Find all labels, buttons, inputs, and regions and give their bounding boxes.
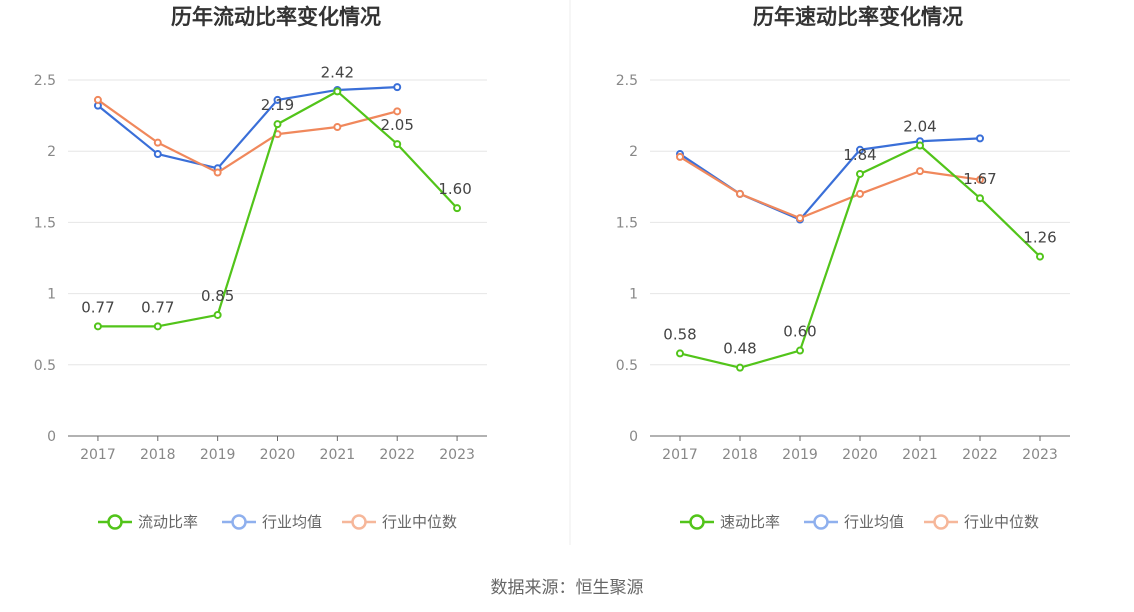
x-tick-label: 2023 xyxy=(1022,447,1058,463)
data-point xyxy=(273,95,282,104)
data-point xyxy=(393,107,402,116)
x-tick-label: 2023 xyxy=(439,447,475,463)
x-tick-label: 2018 xyxy=(140,447,176,463)
data-point xyxy=(796,214,804,223)
y-tick-label: 2.5 xyxy=(34,73,56,89)
series-line-1 xyxy=(97,86,398,170)
data-point xyxy=(676,349,684,358)
legend-label: 行业均值 xyxy=(262,513,322,531)
data-point xyxy=(976,134,984,143)
legend-item: 行业中位数 xyxy=(924,513,1039,531)
data-label: 2.19 xyxy=(261,96,294,114)
data-label: 2.05 xyxy=(381,116,414,134)
data-label: 0.77 xyxy=(141,298,174,316)
data-point xyxy=(273,120,282,129)
data-point xyxy=(856,189,864,198)
x-tick-label: 2018 xyxy=(722,447,758,463)
data-point xyxy=(976,194,984,203)
data-point xyxy=(153,150,162,159)
x-tick-label: 2019 xyxy=(200,447,236,463)
legend-label: 行业中位数 xyxy=(382,513,457,531)
legend-marker xyxy=(933,514,949,530)
legend-label: 速动比率 xyxy=(720,513,780,531)
data-point xyxy=(856,169,864,178)
data-label: 0.48 xyxy=(723,340,756,358)
data-label: 1.84 xyxy=(843,146,876,164)
data-point xyxy=(976,175,984,184)
legend-marker xyxy=(351,514,367,530)
data-source-note: 数据来源：恒生聚源 xyxy=(490,578,644,598)
legend-marker xyxy=(689,514,705,530)
legend-marker xyxy=(231,514,247,530)
data-label: 0.60 xyxy=(783,323,816,341)
y-tick-label: 2 xyxy=(629,144,638,160)
data-point xyxy=(213,310,222,319)
chart-title: 历年流动比率变化情况 xyxy=(171,5,381,29)
y-tick-label: 2 xyxy=(47,144,56,160)
current-ratio-chart: 历年流动比率变化情况 0 0.5 1 1.5 2 2.5 2017 2018 2019 2020 20… xyxy=(34,5,487,531)
data-point xyxy=(393,140,402,149)
data-point xyxy=(676,152,684,161)
x-tick-label: 2020 xyxy=(842,447,878,463)
data-point xyxy=(93,322,102,331)
data-point xyxy=(916,167,924,176)
series-line-2 xyxy=(97,99,398,174)
legend-item: 行业均值 xyxy=(222,513,322,531)
data-label: 1.60 xyxy=(438,180,471,198)
x-tick-label: 2020 xyxy=(260,447,296,463)
y-tick-label: 2.5 xyxy=(616,73,638,89)
data-point xyxy=(93,95,102,104)
data-point xyxy=(393,83,402,92)
data-label: 0.77 xyxy=(81,298,114,316)
x-tick-label: 2022 xyxy=(379,447,415,463)
quick-ratio-chart: 历年速动比率变化情况 0 0.5 1 1.5 2 2.5 2017 2018 2019 2020 20… xyxy=(616,5,1070,531)
data-point xyxy=(736,363,744,372)
data-point xyxy=(333,122,342,131)
legend-item: 速动比率 xyxy=(680,513,780,531)
data-point xyxy=(333,87,342,96)
data-label: 0.85 xyxy=(201,287,234,305)
data-label: 1.67 xyxy=(963,170,996,188)
legend-label: 行业均值 xyxy=(844,513,904,531)
x-tick-label: 2019 xyxy=(782,447,818,463)
y-tick-label: 1.5 xyxy=(34,215,56,231)
y-tick-label: 1.5 xyxy=(616,215,638,231)
data-point xyxy=(213,168,222,177)
data-label: 1.26 xyxy=(1023,229,1056,247)
legend-marker xyxy=(107,514,123,530)
y-tick-label: 1 xyxy=(629,287,638,303)
y-tick-label: 1 xyxy=(47,287,56,303)
x-tick-label: 2022 xyxy=(962,447,998,463)
chart-title: 历年速动比率变化情况 xyxy=(753,5,963,29)
legend-item: 行业中位数 xyxy=(342,513,457,531)
x-tick-label: 2017 xyxy=(80,447,116,463)
data-point xyxy=(856,145,864,154)
y-tick-label: 0.5 xyxy=(616,358,638,374)
legend-item: 流动比率 xyxy=(98,513,198,531)
data-point xyxy=(1036,252,1044,261)
y-tick-label: 0 xyxy=(47,429,56,445)
data-point xyxy=(453,204,462,213)
data-point xyxy=(796,346,804,355)
x-tick-label: 2021 xyxy=(320,447,356,463)
x-tick-label: 2021 xyxy=(902,447,938,463)
data-point xyxy=(736,189,744,198)
data-label: 0.58 xyxy=(663,325,696,343)
y-tick-label: 0.5 xyxy=(34,358,56,374)
y-tick-label: 0 xyxy=(629,429,638,445)
legend-label: 流动比率 xyxy=(138,513,198,531)
series-line-2 xyxy=(679,155,981,220)
legend-marker xyxy=(813,514,829,530)
data-label: 2.04 xyxy=(903,118,936,136)
data-point xyxy=(916,141,924,150)
x-tick-label: 2017 xyxy=(662,447,698,463)
legend-item: 行业均值 xyxy=(804,513,904,531)
data-label: 2.42 xyxy=(321,63,354,81)
legend-label: 行业中位数 xyxy=(964,513,1039,531)
data-point xyxy=(153,138,162,147)
series-line-1 xyxy=(679,137,981,221)
data-point xyxy=(153,322,162,331)
